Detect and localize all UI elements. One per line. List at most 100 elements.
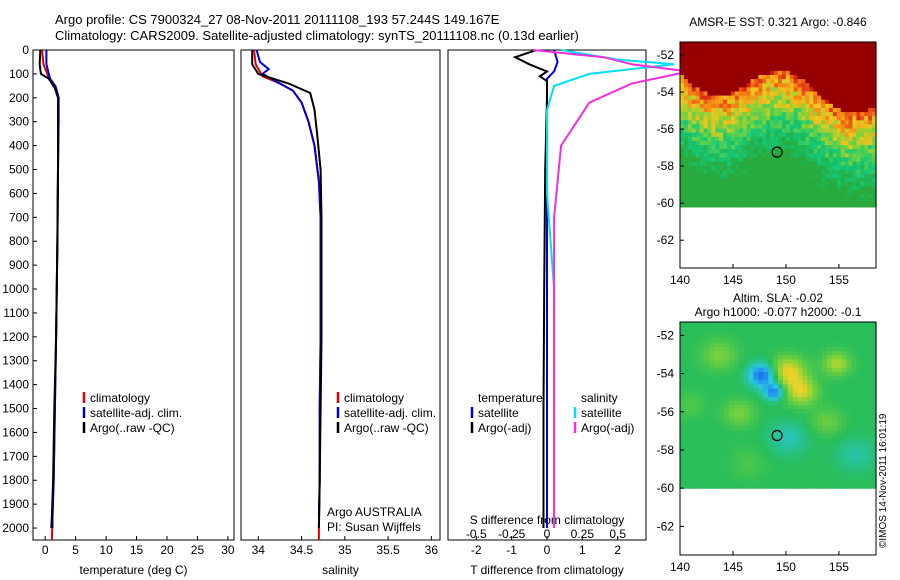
sst-map-cell	[683, 103, 689, 109]
sla-map-cell	[680, 405, 686, 410]
sst-map-cell	[750, 149, 756, 154]
sla-map-cell	[719, 338, 725, 344]
sst-map-cell	[699, 198, 705, 204]
sst-map-cell	[785, 87, 791, 93]
plot-title-line-2: Climatology: CARS2009. Satellite-adjuste…	[55, 28, 579, 43]
sst-map-cell	[825, 103, 830, 109]
sst-map-cell	[766, 54, 771, 60]
sst-map-cell	[691, 198, 697, 204]
depth-tick-label: 1800	[2, 473, 29, 487]
sst-map-cell	[750, 79, 756, 84]
sla-map-cell	[753, 376, 759, 381]
sst-map-cell	[828, 178, 834, 183]
sst-map-cell	[789, 136, 795, 142]
sla-map-cell	[680, 475, 686, 481]
sst-map-cell	[746, 190, 752, 196]
sst-map-cell	[738, 182, 744, 187]
sla-map-cell	[729, 484, 735, 489]
sst-map-cell	[734, 132, 740, 138]
sst-map-cell	[770, 136, 775, 142]
sst-map-cell	[789, 91, 795, 97]
sst-map-cell	[844, 83, 850, 88]
sst-map-cell	[727, 136, 732, 142]
sla-map-cell	[733, 396, 740, 402]
sst-map-cell	[781, 116, 787, 121]
sst-map-cell	[758, 58, 763, 64]
sst-map-cell	[852, 83, 857, 88]
sst-map-cell	[750, 91, 756, 97]
sst-map-cell	[852, 66, 857, 72]
sst-map-cell	[707, 145, 712, 150]
sla-map-cell	[699, 417, 706, 423]
sla-map-cell	[802, 367, 808, 373]
sla-map-cell	[827, 396, 833, 402]
sla-map-cell	[846, 396, 853, 402]
sst-map-cell	[699, 79, 705, 84]
sst-map-cell	[719, 132, 724, 138]
sst-map-cell	[836, 58, 842, 64]
sst-map-cell	[825, 128, 830, 134]
sla-map-cell	[758, 380, 764, 385]
sla-map-cell	[680, 463, 686, 468]
difference-series-line	[546, 49, 675, 528]
sla-map-cell	[822, 367, 828, 373]
sla-map-cell	[738, 351, 745, 356]
sla-map-cell	[748, 475, 755, 481]
sla-map-cell	[768, 371, 774, 377]
sla-map-cell	[753, 479, 759, 485]
sst-map-cell	[785, 79, 791, 84]
sst-map-cell	[770, 58, 775, 64]
sla-map-cell	[827, 334, 833, 340]
sst-map-cell	[715, 95, 720, 101]
sst-map-cell	[778, 140, 783, 146]
sst-map-y-tick-label: -62	[657, 233, 675, 247]
sla-map-cell	[738, 355, 745, 360]
sla-map-cell	[831, 463, 838, 468]
sst-map-cell	[766, 145, 771, 150]
sla-map-cell	[871, 450, 877, 456]
sst-map-cell	[774, 190, 779, 196]
sst-map-cell	[793, 157, 799, 163]
argo-country-annotation: Argo AUSTRALIA	[327, 505, 422, 519]
sla-map-cell	[689, 463, 696, 468]
sst-map-cell	[864, 169, 869, 175]
sst-map-cell	[680, 66, 685, 72]
depth-tick-label: 200	[9, 91, 29, 105]
sla-map-cell	[773, 413, 779, 419]
sla-map-cell	[704, 442, 710, 448]
sst-map-cell	[754, 70, 759, 76]
sst-map-cell	[872, 182, 877, 187]
sla-map-cell	[822, 409, 828, 414]
sst-map-cell	[828, 116, 834, 121]
sst-map-cell	[781, 145, 787, 150]
sla-map-cell	[861, 326, 867, 331]
sla-map-cell	[689, 454, 696, 460]
sst-map-cell	[785, 91, 791, 97]
sst-map-cell	[844, 79, 850, 84]
sst-map-cell	[699, 140, 705, 146]
sla-map-cell	[680, 346, 686, 352]
s-difference-tick-label: -0.25	[498, 527, 526, 541]
sst-map-cell	[699, 136, 705, 142]
sst-map-cell	[680, 190, 685, 196]
sst-map-cell	[856, 62, 861, 68]
sla-map-cell	[704, 421, 710, 427]
sst-map-cell	[864, 132, 869, 138]
sla-map-cell	[856, 421, 862, 427]
sst-map-cell	[848, 161, 854, 167]
sst-map-cell	[832, 140, 838, 146]
sla-map-cell	[704, 384, 710, 390]
sst-map-cell	[766, 58, 771, 64]
sla-map-cell	[797, 371, 804, 377]
sla-map-cell	[680, 450, 686, 456]
sla-map-cell	[836, 326, 843, 331]
sla-map-cell	[778, 413, 784, 419]
sla-map-cell	[733, 409, 740, 414]
sst-map-cell	[852, 99, 857, 105]
difference-series-line	[532, 49, 689, 528]
sst-map-cell	[828, 140, 834, 146]
sst-map-cell	[734, 145, 740, 150]
sst-map-cell	[836, 95, 842, 101]
sla-map-cell	[807, 392, 813, 398]
sst-map-cell	[762, 116, 767, 121]
